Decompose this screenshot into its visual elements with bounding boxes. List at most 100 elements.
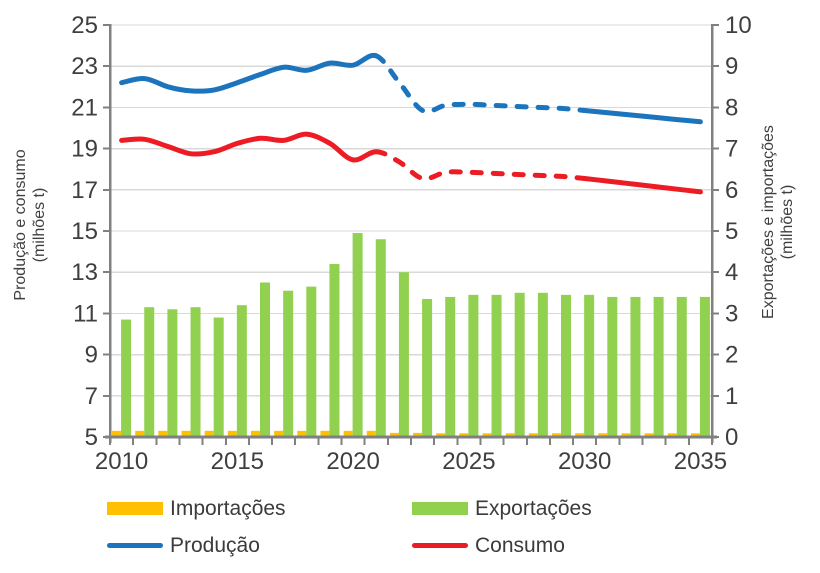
left-axis-tick-label: 23 xyxy=(71,53,98,80)
bar-exportacoes-2025 xyxy=(468,294,479,437)
bar-importacoes-2025 xyxy=(459,433,469,437)
x-axis-tick-label: 2010 xyxy=(95,448,148,475)
produção-line-solid xyxy=(119,52,379,94)
right-axis-tick-label: 3 xyxy=(725,300,738,327)
bar-exportacoes-2026 xyxy=(491,294,502,437)
left-axis-title: Produção e consumo (milhões t) xyxy=(12,149,50,300)
right-axis-tick-label: 0 xyxy=(725,424,738,451)
legend-item-producao: Produção xyxy=(107,533,260,557)
bar-importacoes-2017 xyxy=(274,430,284,437)
bar-importacoes-2019 xyxy=(320,430,330,437)
legend-label-producao: Produção xyxy=(170,533,260,557)
right-axis-tick-label: 7 xyxy=(725,136,738,163)
bar-importacoes-2030 xyxy=(575,433,585,437)
bar-importacoes-2018 xyxy=(297,430,307,437)
bar-exportacoes-2035 xyxy=(699,296,710,437)
bar-importacoes-2020 xyxy=(343,430,353,437)
left-axis-tick-label: 9 xyxy=(85,342,98,369)
bar-exportacoes-2030 xyxy=(584,294,595,437)
bar-exportacoes-2031 xyxy=(607,296,618,437)
right-axis-tick-label: 1 xyxy=(725,383,738,410)
bar-importacoes-2026 xyxy=(482,433,492,437)
legend-label-exportacoes: Exportações xyxy=(475,496,592,520)
bar-importacoes-2034 xyxy=(667,433,677,437)
bar-exportacoes-2021 xyxy=(375,239,386,437)
bar-importacoes-2028 xyxy=(528,433,538,437)
right-axis-tick-label: 9 xyxy=(725,53,738,80)
left-axis-tick-label: 25 xyxy=(71,12,98,39)
left-axis-tick-label: 11 xyxy=(73,300,98,327)
consumo-line-solid xyxy=(582,176,703,195)
produção-line-solid xyxy=(582,108,703,125)
bar-importacoes-2011 xyxy=(135,430,145,437)
bar-exportacoes-2033 xyxy=(653,296,664,437)
left-axis-tick-label: 5 xyxy=(85,424,98,451)
left-axis-tick-label: 17 xyxy=(71,177,98,204)
x-axis-tick-label: 2025 xyxy=(442,448,495,475)
bar-importacoes-2023 xyxy=(413,432,423,437)
right-axis-title-units: (milhões t) xyxy=(779,184,796,260)
bar-importacoes-2027 xyxy=(505,433,515,437)
bar-exportacoes-2011 xyxy=(144,307,155,437)
bar-exportacoes-2018 xyxy=(306,286,317,437)
bar-exportacoes-2017 xyxy=(283,290,294,437)
bar-exportacoes-2010 xyxy=(121,319,132,437)
left-axis-title-text: Produção e consumo xyxy=(12,149,30,301)
right-axis-tick-label: 6 xyxy=(725,177,738,204)
right-axis-tick-label: 2 xyxy=(725,342,738,369)
bar-importacoes-2033 xyxy=(644,433,654,437)
left-axis-tick-label: 15 xyxy=(71,218,98,245)
bar-importacoes-2022 xyxy=(389,432,399,437)
legend-label-consumo: Consumo xyxy=(475,533,565,557)
bar-exportacoes-2014 xyxy=(213,317,224,437)
x-axis-tick-label: 2015 xyxy=(211,448,264,475)
bar-exportacoes-2020 xyxy=(352,233,363,437)
bar-exportacoes-2029 xyxy=(561,294,571,437)
bar-importacoes-2032 xyxy=(621,433,631,437)
bar-exportacoes-2012 xyxy=(167,309,178,437)
consumo-line-solid xyxy=(119,131,379,163)
bar-importacoes-2035 xyxy=(690,433,700,437)
consumo-swatch xyxy=(412,542,468,548)
producao-swatch xyxy=(107,542,163,548)
x-axis-tick-label: 2020 xyxy=(326,448,379,475)
importacoes-swatch xyxy=(107,501,163,515)
bar-exportacoes-2019 xyxy=(329,263,340,437)
right-axis-tick-label: 10 xyxy=(725,12,752,39)
bar-importacoes-2024 xyxy=(436,433,446,437)
right-axis-tick-label: 4 xyxy=(725,259,738,286)
legend-label-importacoes: Importações xyxy=(170,496,286,520)
legend-item-importacoes: Importações xyxy=(107,496,286,520)
right-axis-tick-label: 8 xyxy=(725,94,738,121)
bar-importacoes-2031 xyxy=(598,433,608,437)
right-axis-tick-label: 5 xyxy=(725,218,738,245)
bar-exportacoes-2023 xyxy=(422,298,433,437)
bar-exportacoes-2028 xyxy=(537,292,548,437)
produção-line-dashed xyxy=(373,53,588,114)
bar-exportacoes-2032 xyxy=(630,296,641,437)
bar-exportacoes-2024 xyxy=(445,296,456,437)
left-axis-tick-label: 13 xyxy=(71,259,98,286)
right-axis-title: Exportações e importações (milhões t) xyxy=(760,125,798,319)
bar-exportacoes-2016 xyxy=(260,282,270,437)
bar-exportacoes-2034 xyxy=(676,296,687,437)
exportacoes-swatch xyxy=(412,501,468,515)
legend-item-exportacoes: Exportações xyxy=(412,496,592,520)
bar-importacoes-2029 xyxy=(552,433,561,437)
bar-importacoes-2013 xyxy=(181,430,191,437)
x-axis-tick-label: 2030 xyxy=(558,448,611,475)
bar-exportacoes-2013 xyxy=(190,307,201,437)
legend-item-consumo: Consumo xyxy=(412,533,565,557)
bar-importacoes-2014 xyxy=(204,430,214,437)
bar-importacoes-2021 xyxy=(366,430,376,437)
left-axis-tick-label: 19 xyxy=(71,136,98,163)
bar-exportacoes-2022 xyxy=(398,272,409,437)
bar-importacoes-2016 xyxy=(251,430,260,437)
left-axis-tick-label: 21 xyxy=(71,94,98,121)
bar-importacoes-2010 xyxy=(112,430,122,437)
left-axis-tick-label: 7 xyxy=(85,383,98,410)
bar-importacoes-2012 xyxy=(158,430,168,437)
x-axis-tick-label: 2035 xyxy=(674,448,727,475)
